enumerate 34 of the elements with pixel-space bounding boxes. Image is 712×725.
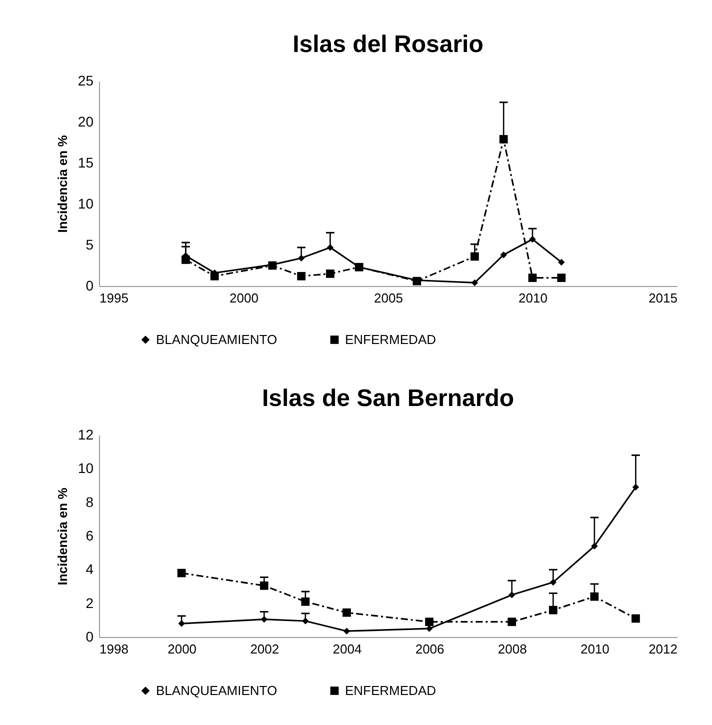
y-tick-label: 10: [78, 196, 94, 212]
y-axis-title: Incidencia en %: [54, 134, 70, 233]
legend-label: BLANQUEAMIENTO: [156, 682, 278, 698]
legend-label: BLANQUEAMIENTO: [156, 332, 278, 347]
x-tick-label: 2000: [168, 642, 197, 656]
y-tick-label: 0: [86, 628, 94, 644]
y-tick-label: 25: [78, 72, 94, 88]
y-tick-label: 10: [78, 460, 94, 476]
y-tick-label: 15: [78, 154, 94, 170]
x-tick-label: 2005: [374, 290, 403, 306]
chart-title: Islas del Rosario: [292, 31, 484, 58]
x-tick-label: 2010: [580, 642, 610, 656]
x-tick-label: 2004: [332, 642, 362, 656]
y-tick-label: 0: [86, 278, 94, 294]
y-tick-label: 6: [86, 528, 94, 544]
x-tick-label: 1995: [100, 290, 128, 306]
y-axis-title: Incidencia en %: [54, 487, 70, 586]
x-tick-label: 2006: [415, 642, 444, 656]
x-tick-label: 1998: [100, 642, 128, 656]
x-tick-label: 2015: [648, 290, 678, 306]
y-tick-label: 5: [86, 236, 94, 252]
legend-label: ENFERMEDAD: [345, 682, 436, 698]
x-tick-label: 2008: [498, 642, 527, 656]
y-tick-label: 20: [78, 114, 94, 130]
chart-title: Islas de San Bernardo: [262, 385, 514, 412]
y-tick-label: 2: [86, 594, 94, 611]
x-tick-label: 2000: [230, 290, 258, 306]
y-tick-label: 12: [78, 426, 94, 442]
legend-label: ENFERMEDAD: [345, 332, 436, 347]
y-tick-label: 8: [86, 494, 94, 510]
y-tick-label: 4: [86, 561, 94, 578]
x-tick-label: 2012: [648, 642, 678, 656]
x-tick-label: 2010: [518, 290, 548, 306]
x-tick-label: 2002: [250, 642, 280, 656]
